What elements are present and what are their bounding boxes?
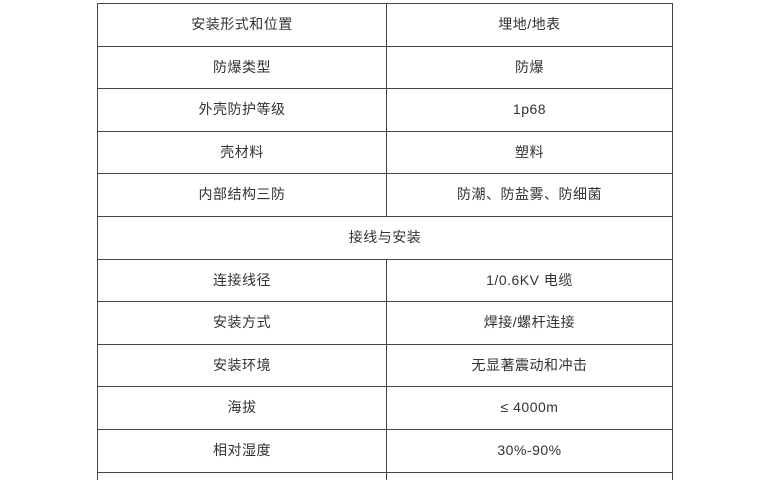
spec-value-cell: 焊接/螺杆连接 [386,301,673,345]
table-row: 外壳防护等级 1p68 [97,88,673,132]
table-row: 相对湿度 30%-90% [97,428,673,473]
spec-label-cell: 相对湿度 [97,428,387,473]
table-row: 安装环境 无显著震动和冲击 [97,343,673,388]
spec-label-cell: 海拔 [97,386,387,430]
spec-value-cell [386,471,673,480]
table-row: 内部结构三防 防潮、防盐雾、防细菌 [97,173,673,217]
section-header-cell: 接线与安装 [97,215,673,260]
spec-value-cell: 30%-90% [386,428,673,473]
table-row: 安装方式 焊接/螺杆连接 [97,301,673,345]
table-row [97,471,673,480]
spec-label-cell: 内部结构三防 [97,173,387,217]
spec-value-cell: 1/0.6KV 电缆 [386,258,673,303]
table-row: 防爆类型 防爆 [97,45,673,90]
spec-label-cell: 防爆类型 [97,45,387,90]
table-row: 连接线径 1/0.6KV 电缆 [97,258,673,303]
table-row: 海拔 ≤ 4000m [97,386,673,430]
spec-table-body: 安装形式和位置 埋地/地表 防爆类型 防爆 外壳防护等级 1p68 壳材料 塑料 内部结构三防防… [97,3,673,480]
spec-value-cell: 1p68 [386,88,673,132]
spec-value-cell: 埋地/地表 [386,3,673,47]
spec-value-cell: 防爆 [386,45,673,90]
spec-label-cell [97,471,387,480]
spec-value-cell: ≤ 4000m [386,386,673,430]
table-row: 壳材料 塑料 [97,130,673,175]
spec-value-cell: 防潮、防盐雾、防细菌 [386,173,673,217]
spec-value-cell: 无显著震动和冲击 [386,343,673,388]
spec-label-cell: 壳材料 [97,130,387,175]
spec-label-cell: 连接线径 [97,258,387,303]
spec-label-cell: 安装形式和位置 [97,3,387,47]
spec-label-cell: 安装方式 [97,301,387,345]
spec-label-cell: 安装环境 [97,343,387,388]
table-row: 安装形式和位置 埋地/地表 [97,3,673,47]
product-spec-table: 安装形式和位置 埋地/地表 防爆类型 防爆 外壳防护等级 1p68 壳材料 塑料 内部结构三防防… [97,3,673,480]
spec-value-cell: 塑料 [386,130,673,175]
spec-label-cell: 外壳防护等级 [97,88,387,132]
section-header-row: 接线与安装 [97,215,673,260]
